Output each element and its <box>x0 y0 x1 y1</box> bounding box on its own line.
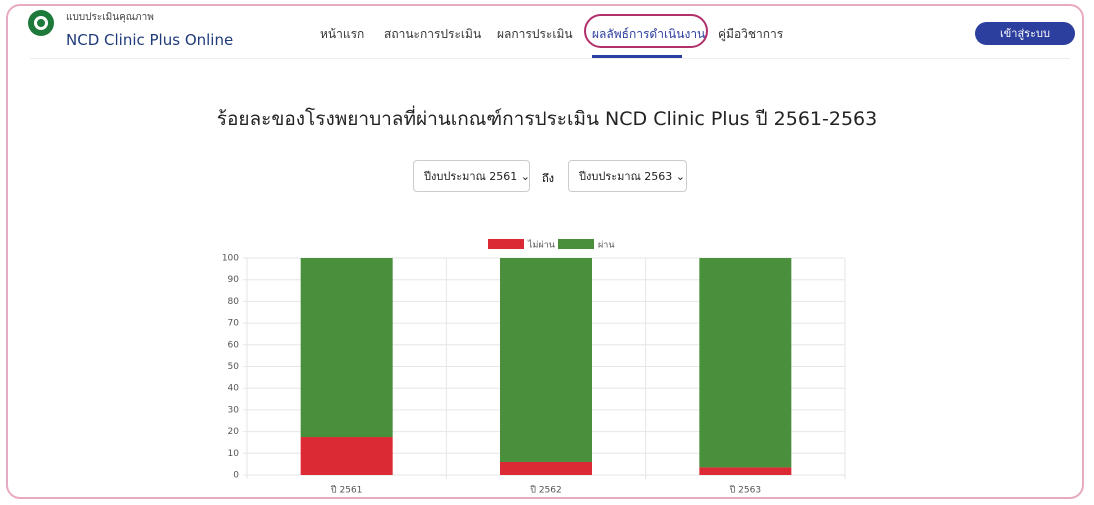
frame <box>6 4 1084 499</box>
page-title: ร้อยละของโรงพยาบาลที่ผ่านเกณฑ์การประเมิน… <box>216 108 878 130</box>
nav-item[interactable]: คู่มือวิชาการ <box>718 27 784 41</box>
logo-text: แบบประเมินคุณภาพ <box>66 12 154 23</box>
header-divider <box>30 58 1070 59</box>
separator: ถึง <box>542 172 555 185</box>
active-underline <box>592 55 682 58</box>
year-from-text: ปีงบประมาณ 2561 <box>424 170 518 183</box>
nav-item[interactable]: ผลการประเมิน <box>497 27 573 41</box>
active-highlight <box>584 14 708 48</box>
brand: NCD Clinic Plus Online <box>66 31 234 49</box>
nav-item[interactable]: สถานะการประเมิน <box>384 27 482 41</box>
nav-item[interactable]: หน้าแรก <box>320 27 365 41</box>
year-from[interactable]: ปีงบประมาณ 2561 ⌄ <box>413 160 530 192</box>
year-to-text: ปีงบประมาณ 2563 <box>579 170 673 183</box>
login-button[interactable]: เข้าสู่ระบบ <box>975 22 1075 45</box>
logo <box>28 10 54 36</box>
year-to[interactable]: ปีงบประมาณ 2563 ⌄ <box>568 160 687 192</box>
nav-item[interactable]: ผลลัพธ์การดำเนินงาน <box>592 27 706 41</box>
